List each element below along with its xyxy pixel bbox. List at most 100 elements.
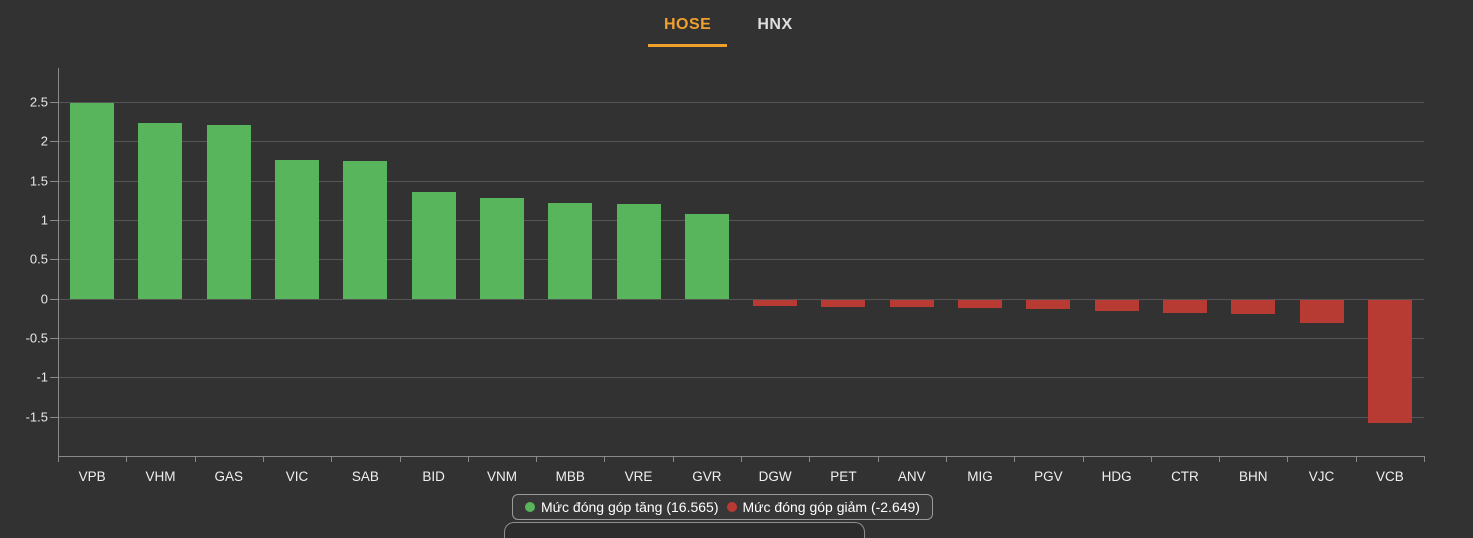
x-axis-label-gvr: GVR (692, 469, 722, 484)
bar-pet[interactable] (821, 299, 866, 307)
y-axis-tick (50, 101, 58, 103)
bar-vhm[interactable] (138, 123, 183, 299)
y-axis-tick (50, 180, 58, 182)
x-axis-tick (809, 456, 811, 462)
y-gridline (58, 416, 1424, 418)
x-axis-tick (672, 456, 674, 462)
exchange-tabs: HOSE HNX (648, 12, 809, 47)
x-axis-label-vjc: VJC (1308, 469, 1335, 484)
x-axis-label-vre: VRE (624, 469, 653, 484)
x-axis-tick (877, 456, 879, 462)
x-axis-label-pet: PET (830, 469, 857, 484)
tab-hnx[interactable]: HNX (757, 16, 793, 33)
x-axis-tick (1355, 456, 1357, 462)
x-axis-tick (1150, 456, 1152, 462)
decrease-dot-icon (726, 502, 737, 512)
x-axis-tick (331, 456, 333, 462)
x-axis-tick (604, 456, 606, 462)
bar-vcb[interactable] (1367, 299, 1412, 424)
y-axis-label: -0.5 (25, 330, 48, 346)
y-gridline (58, 298, 1424, 300)
x-axis-label-vnm: VNM (486, 469, 517, 484)
x-axis-label-vic: VIC (285, 469, 309, 484)
bar-mig[interactable] (958, 299, 1003, 309)
y-gridline (58, 180, 1424, 182)
bar-sab[interactable] (343, 160, 388, 299)
x-axis-tick (58, 456, 59, 462)
x-axis-label-vcb: VCB (1375, 469, 1404, 484)
bar-anv[interactable] (889, 299, 934, 308)
bar-bhn[interactable] (1231, 299, 1276, 314)
x-axis-tick (262, 456, 264, 462)
x-axis-label-vpb: VPB (78, 469, 106, 484)
y-axis-label: -1.5 (25, 409, 48, 425)
x-axis-label-gas: GAS (214, 469, 244, 484)
y-gridline (58, 337, 1424, 339)
y-axis-tick (50, 219, 58, 221)
x-axis-label-pgv: PGV (1034, 469, 1063, 484)
y-gridline (58, 141, 1424, 143)
y-axis-label: 0 (40, 291, 48, 307)
y-gridline (58, 377, 1424, 379)
x-axis-label-mig: MIG (967, 469, 993, 484)
x-axis-tick (126, 456, 128, 462)
bar-gvr[interactable] (684, 214, 729, 299)
y-axis-tick (50, 377, 58, 379)
bar-bid[interactable] (411, 192, 456, 299)
y-axis-label: 1 (40, 212, 48, 228)
legend-increase-label: Mức đóng góp tăng (16.565) (541, 499, 719, 515)
chart-legend: Mức đóng góp tăng (16.565) Mức đóng góp … (512, 494, 933, 520)
legend-item-increase[interactable]: Mức đóng góp tăng (16.565) (525, 499, 719, 515)
legend-decrease-label: Mức đóng góp giảm (-2.649) (742, 499, 920, 515)
x-axis-tick (194, 456, 196, 462)
x-axis-tick (741, 456, 742, 462)
y-gridline (58, 259, 1424, 261)
y-axis-tick (50, 337, 58, 339)
x-axis-tick (536, 456, 538, 462)
x-axis-label-bid: BID (422, 469, 445, 484)
bar-gas[interactable] (206, 125, 251, 299)
y-axis-tick (50, 298, 58, 300)
y-axis-label: 0.5 (29, 251, 48, 267)
bar-vjc[interactable] (1299, 299, 1344, 324)
x-axis-tick (1424, 456, 1425, 462)
x-axis-tick (399, 456, 401, 462)
x-axis-label-bhn: BHN (1238, 469, 1268, 484)
bar-hdg[interactable] (1094, 299, 1139, 312)
legend-item-decrease[interactable]: Mức đóng góp giảm (-2.649) (726, 499, 920, 515)
x-axis-tick (945, 456, 947, 462)
x-axis-tick (1082, 456, 1084, 462)
x-axis-tick (1219, 456, 1221, 462)
x-axis-tick (1287, 456, 1289, 462)
x-axis-label-anv: ANV (897, 469, 926, 484)
x-axis-tick (1014, 456, 1016, 462)
bar-vnm[interactable] (479, 197, 524, 299)
cropped-panel-below (504, 522, 865, 538)
y-axis-line (58, 68, 59, 456)
bar-vre[interactable] (616, 204, 661, 299)
bar-dgw[interactable] (753, 299, 798, 306)
bar-ctr[interactable] (1162, 299, 1207, 313)
bar-vpb[interactable] (70, 103, 115, 299)
y-axis-tick (50, 259, 58, 261)
y-axis-label: 1.5 (29, 173, 48, 189)
y-gridline (58, 219, 1424, 221)
x-axis-label-mbb: MBB (555, 469, 585, 484)
bar-pgv[interactable] (1026, 299, 1071, 310)
x-axis-tick (467, 456, 469, 462)
y-axis-label: -1 (36, 369, 48, 385)
bar-mbb[interactable] (548, 203, 593, 299)
bar-vic[interactable] (275, 160, 320, 299)
x-axis-label-vhm: VHM (145, 469, 176, 484)
y-axis-label: 2.5 (29, 94, 48, 110)
y-gridline (58, 101, 1424, 103)
y-axis-tick (50, 141, 58, 143)
y-axis-tick (50, 416, 58, 418)
increase-dot-icon (525, 502, 535, 512)
x-axis-label-ctr: CTR (1171, 469, 1199, 484)
tab-hose[interactable]: HOSE (648, 12, 728, 47)
x-axis-label-sab: SAB (351, 469, 379, 484)
x-axis-label-hdg: HDG (1101, 469, 1132, 484)
